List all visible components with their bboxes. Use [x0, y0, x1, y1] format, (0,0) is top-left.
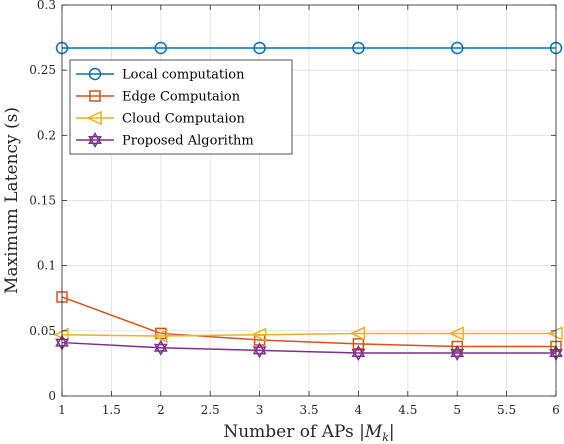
data-point [349, 326, 366, 341]
x-tick: 4.5 [398, 5, 417, 417]
y-axis-ticks: 0 0.05 0.1 0.15 0.2 0.25 0.3 [29, 0, 556, 403]
x-tick-label: 5 [453, 403, 461, 417]
x-axis-label: Number of APs |Mk| [223, 422, 394, 444]
legend-marker [86, 110, 102, 126]
y-tick: 0.15 [29, 194, 556, 208]
data-point [448, 326, 464, 341]
legend: Local computation Edge Computaion Cloud Co… [69, 59, 293, 155]
x-tick-label: 4 [355, 403, 363, 417]
y-tick-label: 0.3 [37, 0, 56, 12]
y-tick-label: 0.05 [29, 324, 56, 338]
x-tick: 1 [58, 5, 66, 417]
legend-marker [88, 132, 102, 144]
data-point [252, 342, 267, 355]
x-tick-label: 2.5 [201, 403, 220, 417]
data-point [253, 41, 266, 55]
legend-marker [89, 90, 101, 102]
data-point [450, 344, 465, 357]
legend-label: Proposed Algorithm [122, 134, 254, 149]
data-point [352, 338, 365, 350]
y-tick: 0.05 [29, 324, 556, 338]
legend-entry: Cloud Computaion [76, 110, 246, 127]
y-axis-label: Maximum Latency (s) [2, 107, 22, 294]
x-tick-label: 3 [256, 403, 264, 417]
legend-marker [88, 67, 102, 81]
legend-entry: Proposed Algorithm [76, 132, 254, 149]
data-point [450, 41, 464, 55]
data-point [451, 340, 463, 353]
x-tick: 2.5 [201, 5, 220, 417]
x-tick: 5.5 [497, 5, 516, 417]
x-tick: 3 [256, 5, 264, 417]
data-point-inner [450, 348, 465, 361]
x-tick-label: 4.5 [398, 403, 417, 417]
data-point [153, 339, 168, 352]
legend-label: Cloud Computaion [122, 112, 246, 127]
x-tick-label: 2 [157, 403, 165, 417]
series-line [61, 296, 556, 348]
data-point-inner [252, 346, 267, 359]
x-tick-label: 3.5 [299, 403, 318, 417]
data-point [351, 344, 366, 357]
legend-entry: Local computation [76, 68, 245, 83]
y-tick-label: 0.25 [29, 63, 56, 77]
series-line [61, 341, 556, 354]
y-tick-label: 0.2 [37, 128, 56, 142]
x-tick-label: 1 [58, 403, 66, 417]
data-point-inner [351, 348, 366, 361]
legend-box [69, 59, 293, 155]
x-tick-label: 1.5 [102, 403, 121, 417]
legend-entry: Edge Computaion [76, 90, 241, 105]
y-tick: 0.1 [37, 259, 556, 273]
x-tick: 4 [355, 5, 363, 417]
y-tick-label: 0 [48, 389, 56, 403]
data-point [250, 327, 267, 342]
legend-label: Local computation [122, 68, 245, 83]
series-line [61, 332, 556, 337]
data-point [352, 41, 365, 55]
data-point [152, 328, 168, 344]
y-tick-label: 0.15 [29, 194, 56, 208]
x-tick-label: 6 [552, 403, 560, 417]
data-point [155, 327, 167, 340]
legend-marker-inner [88, 136, 102, 148]
x-tick: 6 [552, 5, 560, 417]
data-point [154, 41, 168, 55]
x-tick: 1.5 [102, 5, 121, 417]
y-tick-label: 0.1 [37, 259, 56, 273]
data-point-inner [153, 343, 168, 356]
x-tick: 5 [453, 5, 461, 417]
x-tick-label: 5.5 [497, 403, 516, 417]
y-tick: 0.2 [37, 128, 556, 142]
x-tick: 2 [157, 5, 165, 417]
x-tick: 3.5 [299, 5, 319, 417]
x-axis-ticks: 1 1.5 2 2.5 3 3.5 4 4.5 5 5.5 6 [58, 5, 560, 417]
y-tick: 0.25 [29, 63, 556, 77]
y-tick: 0 [48, 389, 556, 403]
legend-label: Edge Computaion [122, 90, 241, 105]
y-tick: 0.3 [37, 0, 556, 12]
